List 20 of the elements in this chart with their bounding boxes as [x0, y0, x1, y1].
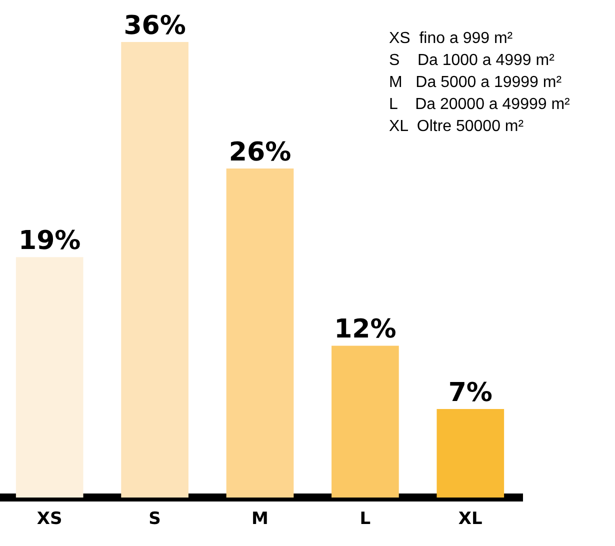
x-tick-label: XS [36, 509, 62, 530]
annotation: S Da 1000 a 4999 m² [389, 51, 556, 71]
x-tick-label: XL [458, 509, 483, 530]
data-label: 12% [334, 314, 396, 344]
data-label: 36% [124, 10, 186, 41]
data-label: 26% [228, 137, 292, 168]
data-label: 19% [18, 226, 81, 256]
x-tick-label: M [252, 509, 268, 530]
annotation: XS fino a 999 m² [389, 29, 514, 49]
bar [436, 409, 504, 498]
x-tick-label: L [360, 509, 371, 530]
bar [332, 346, 399, 498]
annotation: L Da 20000 a 49999 m² [389, 95, 570, 115]
bar [121, 42, 188, 498]
bar [226, 168, 294, 498]
annotation: XL Oltre 50000 m² [389, 117, 525, 137]
x-tick-label: S [148, 509, 161, 530]
annotation: M Da 5000 a 19999 m² [389, 73, 563, 93]
data-label: 7% [448, 378, 492, 408]
bar [16, 257, 84, 498]
